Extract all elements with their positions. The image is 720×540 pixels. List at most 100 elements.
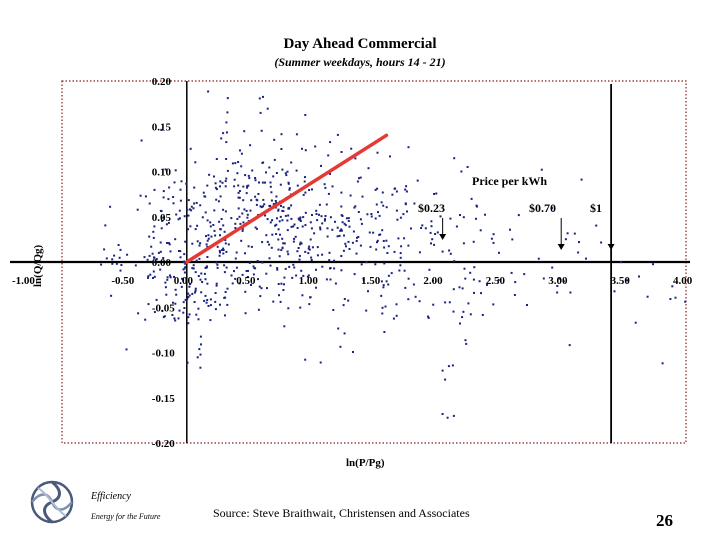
data-point xyxy=(187,228,189,231)
data-point xyxy=(299,218,302,221)
data-point xyxy=(269,185,272,188)
data-point xyxy=(208,173,211,176)
data-point xyxy=(380,280,383,283)
data-point xyxy=(626,279,629,282)
data-point xyxy=(287,307,290,310)
data-point xyxy=(244,290,247,293)
data-point xyxy=(162,216,165,219)
data-point xyxy=(300,269,303,272)
data-point xyxy=(399,256,402,259)
data-point xyxy=(359,244,362,247)
data-point xyxy=(542,277,545,280)
data-point xyxy=(397,237,400,240)
data-point xyxy=(308,248,311,251)
data-point xyxy=(347,217,350,220)
data-point xyxy=(299,306,302,309)
data-point xyxy=(221,181,224,184)
data-point xyxy=(140,139,143,142)
data-point xyxy=(233,185,236,188)
data-point xyxy=(111,258,114,261)
data-point xyxy=(126,253,129,256)
data-point xyxy=(537,257,540,260)
data-point xyxy=(214,234,217,237)
data-point xyxy=(219,303,221,306)
data-point xyxy=(237,161,240,163)
data-point xyxy=(218,249,221,252)
data-point xyxy=(221,249,224,251)
data-point xyxy=(382,240,385,242)
data-point xyxy=(265,171,267,174)
data-point xyxy=(159,250,162,253)
data-point xyxy=(224,291,227,293)
data-point xyxy=(268,257,271,260)
data-point xyxy=(448,301,451,304)
data-point xyxy=(470,197,473,200)
data-point xyxy=(452,414,455,417)
data-point xyxy=(481,314,484,316)
data-point xyxy=(674,296,677,299)
data-point xyxy=(387,283,390,286)
data-point xyxy=(230,217,233,220)
data-point xyxy=(275,201,278,204)
data-point xyxy=(334,220,336,223)
data-point xyxy=(304,211,307,214)
data-point xyxy=(318,203,321,206)
data-point xyxy=(213,209,216,212)
data-point xyxy=(469,271,472,274)
data-point xyxy=(287,181,290,184)
data-point xyxy=(453,157,456,160)
data-point xyxy=(275,223,278,226)
data-point xyxy=(671,285,674,288)
data-point xyxy=(324,215,327,217)
data-point xyxy=(281,168,284,171)
data-point xyxy=(279,233,281,236)
data-point xyxy=(459,214,461,216)
data-point xyxy=(198,244,201,247)
data-point xyxy=(277,209,280,212)
price-label: $0.70 xyxy=(529,201,556,215)
data-point xyxy=(568,344,571,347)
data-point xyxy=(209,319,212,322)
data-point xyxy=(243,208,246,211)
data-point xyxy=(196,224,199,227)
data-point xyxy=(226,111,229,114)
data-point xyxy=(125,348,128,351)
data-point xyxy=(319,361,322,364)
data-point xyxy=(237,184,240,187)
data-point xyxy=(389,155,391,158)
data-point xyxy=(233,178,236,181)
data-point xyxy=(179,188,182,191)
data-point xyxy=(284,267,287,270)
data-point xyxy=(350,147,353,150)
data-point xyxy=(342,304,345,307)
data-point xyxy=(299,220,302,222)
y-axis-label: ln(Q/Qg) xyxy=(32,244,44,287)
data-point xyxy=(147,275,150,278)
data-point xyxy=(205,243,208,246)
data-point xyxy=(365,261,368,264)
data-point xyxy=(492,233,495,236)
data-point xyxy=(378,214,381,217)
data-point xyxy=(473,266,476,269)
data-point xyxy=(321,253,324,256)
data-point xyxy=(194,228,197,231)
data-point xyxy=(169,276,172,279)
data-point xyxy=(207,305,210,307)
data-point xyxy=(410,227,412,230)
data-point xyxy=(444,378,447,381)
data-point xyxy=(340,255,343,257)
data-point xyxy=(460,170,463,173)
data-point xyxy=(661,362,664,365)
data-point xyxy=(441,250,444,253)
data-point xyxy=(159,241,162,244)
data-point xyxy=(179,256,182,259)
data-point xyxy=(172,196,175,198)
data-point xyxy=(224,210,227,213)
data-point xyxy=(147,276,149,279)
data-point xyxy=(187,292,190,295)
data-point xyxy=(173,317,176,320)
data-point xyxy=(449,217,452,220)
data-point xyxy=(193,301,196,303)
data-point xyxy=(244,174,247,177)
data-point xyxy=(441,413,444,415)
